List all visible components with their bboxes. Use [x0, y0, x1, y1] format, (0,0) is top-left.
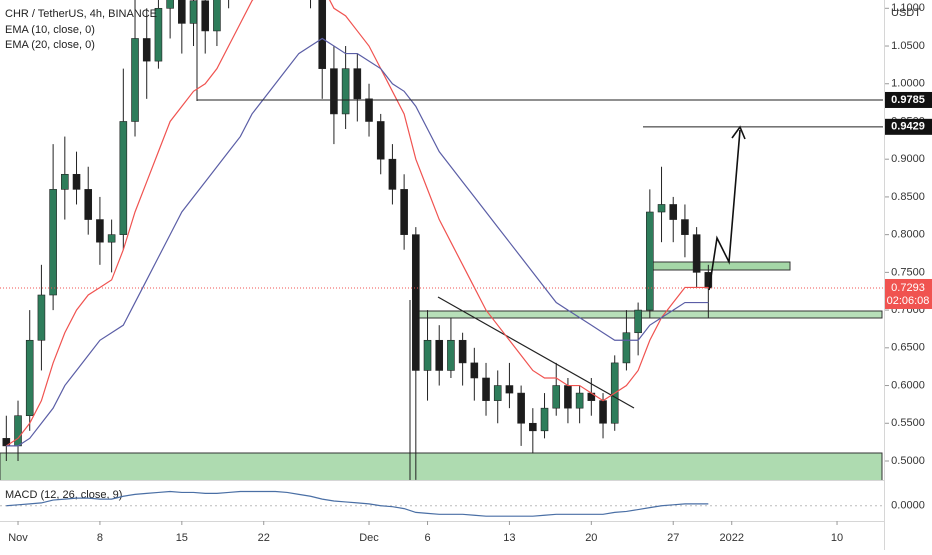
- x-tick-label: 27: [667, 532, 679, 544]
- candle-body: [575, 392, 584, 409]
- symbol-title: CHR / TetherUS, 4h, BINANCE: [5, 8, 157, 20]
- candle-body: [166, 0, 174, 9]
- indicator-label: EMA (10, close, 0): [5, 24, 95, 36]
- last-price-box: [885, 278, 932, 309]
- candle-body: [25, 339, 34, 417]
- ema-line: [6, 37, 709, 447]
- x-tick-label: 2022: [719, 532, 743, 544]
- support-zone: [412, 310, 883, 319]
- y-tick-label: 0.9000: [891, 153, 925, 165]
- candle-body: [493, 385, 502, 401]
- candle-body: [107, 234, 116, 243]
- macd-label: MACD (12, 26, close, 9): [5, 489, 122, 501]
- candles: [2, 0, 713, 480]
- candle-body: [529, 422, 537, 432]
- candle-body: [412, 234, 420, 371]
- price-label: 0.9785: [891, 94, 925, 106]
- y-tick-label: 1.0500: [891, 40, 925, 52]
- candle-body: [622, 332, 631, 364]
- y-tick-label: 0.0000: [891, 500, 925, 512]
- candle-body: [692, 234, 701, 273]
- candle-body: [142, 38, 151, 62]
- candle-body: [49, 189, 57, 296]
- candle-body: [634, 309, 642, 334]
- candle-body: [37, 294, 46, 341]
- x-tick-label: 13: [503, 532, 515, 544]
- y-tick-label: 0.5000: [891, 455, 925, 467]
- candle-body: [353, 68, 362, 100]
- drawings: [0, 261, 883, 480]
- x-tick-label: 6: [424, 532, 430, 544]
- y-tick-label: 0.8000: [891, 229, 925, 241]
- candle-body: [646, 211, 654, 311]
- candle-body: [458, 339, 467, 364]
- candle-body: [482, 377, 490, 401]
- last-price-label: 0.7293: [891, 282, 925, 294]
- currency: USDT: [891, 7, 921, 19]
- price-label-box: [885, 91, 932, 108]
- candle-body: [564, 385, 572, 409]
- candle-body: [435, 339, 444, 371]
- y-tick-label: 1.0000: [891, 78, 925, 90]
- candle-body: [517, 392, 525, 424]
- x-tick-label: 10: [831, 532, 843, 544]
- candle-body: [72, 173, 81, 190]
- candle-body: [201, 0, 210, 32]
- y-tick-label: 0.6500: [891, 342, 925, 354]
- ema-line: [5, 0, 709, 447]
- x-tick-label: 22: [258, 532, 270, 544]
- candle-body: [14, 415, 22, 447]
- candle-body: [470, 362, 479, 379]
- candle-body: [669, 204, 678, 220]
- candle-body: [388, 158, 397, 190]
- x-tick-label: 15: [176, 532, 188, 544]
- trend-line: [437, 296, 635, 409]
- candle-body: [341, 68, 350, 115]
- candle-body: [131, 38, 139, 122]
- candle-body: [681, 219, 689, 235]
- candle-body: [552, 385, 561, 409]
- drawings: [196, 0, 746, 480]
- candle-body: [61, 173, 69, 190]
- x-tick-label: 20: [585, 532, 597, 544]
- y-tick-label: 0.8500: [891, 191, 925, 203]
- candle-body: [423, 339, 432, 371]
- candle-body: [365, 98, 373, 122]
- candle-body: [599, 400, 607, 424]
- candle-body: [119, 121, 128, 235]
- y-tick-label: 0.7500: [891, 266, 925, 278]
- indicator-label: EMA (20, close, 0): [5, 39, 95, 51]
- candle-body: [540, 407, 549, 432]
- price-label: 0.9429: [891, 121, 925, 133]
- macd-line: [6, 490, 709, 517]
- candle-body: [447, 339, 455, 371]
- candle-body: [189, 0, 198, 24]
- candle-body: [178, 0, 186, 24]
- price-label-box: [885, 118, 932, 135]
- candle-body: [96, 219, 104, 243]
- x-tick-label: Dec: [359, 532, 379, 544]
- candle-body: [400, 189, 408, 235]
- y-tick-label: 0.6000: [891, 379, 925, 391]
- x-tick-label: 8: [97, 532, 103, 544]
- candle-body: [318, 0, 327, 69]
- countdown: 02:06:08: [887, 295, 930, 307]
- x-tick-label: Nov: [8, 532, 28, 544]
- candle-body: [505, 385, 514, 394]
- candle-body: [657, 204, 666, 213]
- projection-arrow: [708, 129, 741, 291]
- candle-body: [154, 7, 163, 62]
- resistance-zone: [649, 261, 791, 271]
- candle-body: [330, 68, 338, 115]
- candle-body: [84, 189, 93, 220]
- candle-body: [213, 0, 221, 32]
- candle-body: [376, 121, 385, 160]
- support-zone: [0, 452, 883, 480]
- y-tick-label: 0.5500: [891, 417, 925, 429]
- y-tick-label: 1.1000: [891, 2, 925, 14]
